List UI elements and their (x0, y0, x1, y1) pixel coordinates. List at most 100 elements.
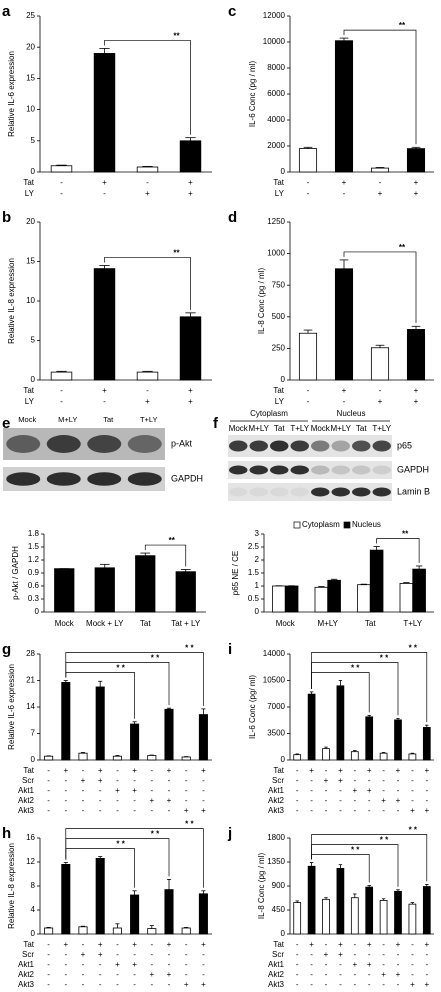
condition-mark: - (150, 960, 153, 969)
significance-label: * * (351, 846, 360, 855)
condition-mark: - (103, 189, 106, 198)
condition-mark: + (378, 189, 383, 198)
condition-mark: - (116, 796, 119, 805)
condition-mark: - (310, 970, 313, 979)
condition-mark: - (339, 806, 342, 815)
condition-mark: + (396, 940, 401, 949)
condition-mark: + (63, 766, 68, 775)
condition-mark: + (424, 940, 429, 949)
condition-name: Tat (273, 766, 284, 775)
condition-mark: - (116, 970, 119, 979)
blot-band (372, 465, 391, 475)
lane-label: M+LY (58, 415, 77, 424)
y-tick-label: 0 (31, 929, 36, 938)
condition-mark: - (168, 776, 171, 785)
panel-letter: i (228, 641, 232, 658)
condition-mark: - (310, 786, 313, 795)
bar (334, 268, 354, 381)
condition-mark: + (367, 786, 372, 795)
y-tick-label: 6000 (267, 89, 285, 98)
y-tick-label: 0 (35, 607, 40, 616)
significance-label: ** (402, 530, 409, 539)
bar (298, 332, 318, 381)
bar (135, 555, 156, 613)
blot-band (6, 472, 41, 486)
condition-mark: - (185, 970, 188, 979)
blot-band (331, 465, 350, 475)
blot-strip (228, 435, 392, 457)
condition-mark: - (133, 980, 136, 989)
condition-mark: - (411, 950, 414, 959)
condition-mark: - (353, 796, 356, 805)
y-tick-label: 14000 (263, 649, 286, 658)
condition-mark: + (324, 776, 329, 785)
bar (112, 755, 122, 761)
condition-mark: + (396, 796, 401, 805)
condition-mark: - (296, 796, 299, 805)
condition-name: Scr (272, 950, 284, 959)
significance-label: * * (116, 840, 125, 849)
y-tick-label: 750 (272, 280, 286, 289)
y-tick-label: 0.6 (28, 581, 40, 590)
bar (322, 748, 330, 761)
condition-mark: - (425, 970, 428, 979)
condition-mark: - (146, 386, 149, 395)
x-tick-label: Tat (140, 619, 151, 628)
condition-mark: - (411, 970, 414, 979)
bar (408, 753, 417, 761)
blot-band (6, 435, 41, 453)
condition-mark: + (352, 786, 357, 795)
significance-bracket (65, 828, 204, 888)
bar (147, 755, 157, 761)
bar (369, 549, 384, 613)
lane-label: Mock (229, 424, 249, 433)
x-tick-label: Tat (365, 619, 376, 628)
blot-band (46, 435, 81, 453)
bar (50, 371, 73, 381)
y-tick-label: 1 (255, 581, 260, 590)
significance-label: * * (116, 664, 125, 673)
bar (357, 584, 371, 613)
condition-mark: - (64, 806, 67, 815)
bar (44, 927, 54, 935)
bar (422, 886, 431, 935)
bar (394, 890, 402, 935)
condition-mark: + (367, 940, 372, 949)
condition-mark: - (99, 960, 102, 969)
condition-mark: - (150, 980, 153, 989)
condition-mark: - (82, 796, 85, 805)
y-tick-label: 0 (31, 167, 36, 176)
blot-band (290, 465, 309, 475)
y-tick-label: 250 (272, 344, 286, 353)
y-tick-label: 28 (26, 649, 35, 658)
condition-mark: + (167, 940, 172, 949)
y-tick-label: 0 (281, 167, 286, 176)
condition-mark: - (325, 960, 328, 969)
bar (336, 685, 345, 761)
y-tick-label: 0.3 (28, 594, 40, 603)
bar (284, 585, 299, 613)
condition-mark: - (353, 950, 356, 959)
condition-mark: - (103, 397, 106, 406)
bar (298, 148, 318, 173)
condition-name: Scr (272, 776, 284, 785)
condition-mark: - (202, 950, 205, 959)
condition-name: Akt1 (18, 960, 35, 969)
condition-mark: + (414, 386, 419, 395)
y-tick-label: 0 (281, 929, 286, 938)
condition-mark: + (414, 189, 419, 198)
y-tick-label: 10 (26, 296, 35, 305)
condition-mark: - (310, 776, 313, 785)
condition-mark: - (339, 980, 342, 989)
y-tick-label: 1350 (267, 857, 285, 866)
y-tick-label: 5 (31, 136, 36, 145)
bar (406, 329, 426, 381)
condition-mark: - (353, 776, 356, 785)
bar (94, 567, 115, 613)
bar (307, 865, 316, 935)
condition-mark: - (339, 970, 342, 979)
condition-mark: - (425, 776, 428, 785)
blot-band (352, 440, 371, 452)
condition-mark: - (133, 806, 136, 815)
significance-label: * * (151, 830, 160, 839)
